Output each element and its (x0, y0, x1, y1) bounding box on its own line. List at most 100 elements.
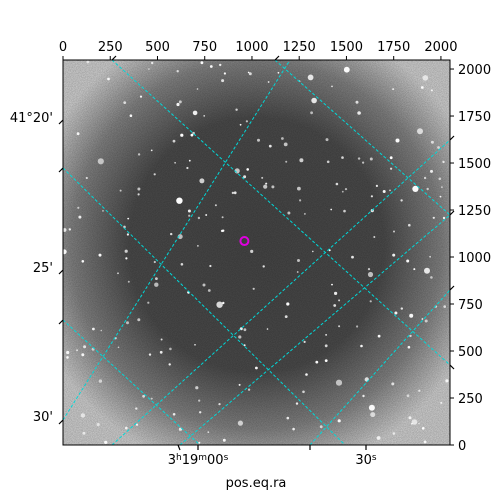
star (382, 190, 386, 193)
star (286, 416, 290, 420)
star (137, 187, 141, 191)
star (421, 427, 425, 430)
grid-line (274, 60, 450, 216)
star (390, 167, 393, 170)
right-tick-label: 1750 (458, 110, 491, 125)
star (393, 230, 395, 233)
world-tick (449, 210, 455, 216)
star (369, 157, 373, 161)
star (177, 234, 183, 240)
star (392, 88, 395, 91)
star (429, 255, 431, 258)
right-tick-label: 250 (458, 392, 483, 407)
star (198, 399, 201, 402)
star (370, 412, 376, 418)
star (440, 401, 443, 404)
star (407, 345, 411, 349)
star (96, 422, 100, 427)
star (262, 265, 265, 268)
top-tick-label: 500 (145, 40, 170, 55)
world-ticks (58, 55, 455, 451)
star (155, 277, 158, 280)
star (83, 345, 87, 349)
star (299, 199, 302, 202)
star (168, 363, 171, 366)
star (248, 72, 252, 76)
star (205, 214, 208, 216)
star (125, 426, 128, 430)
star (362, 161, 365, 164)
star (326, 160, 330, 164)
star (102, 210, 104, 212)
star (281, 137, 284, 140)
star (80, 413, 86, 418)
star (392, 253, 396, 257)
star (147, 301, 150, 304)
world-tick (58, 269, 64, 275)
world-tick (274, 55, 280, 61)
star (420, 86, 424, 89)
star (389, 189, 391, 192)
star (369, 300, 372, 303)
star (432, 216, 435, 219)
star (176, 70, 179, 73)
star (247, 388, 251, 391)
star (207, 431, 210, 434)
star (124, 249, 128, 253)
star (341, 190, 344, 193)
star (98, 253, 102, 257)
star (392, 432, 396, 435)
right-tick-label: 1000 (458, 251, 491, 266)
star (413, 268, 416, 271)
star (209, 65, 213, 68)
star (216, 301, 223, 308)
star (319, 425, 323, 429)
dec-tick-label: 30' (33, 410, 53, 425)
star (325, 334, 327, 336)
star (412, 185, 419, 192)
star (307, 74, 314, 81)
top-pixel-axis: 0 250 500 750 1000 1250 1500 1750 2000 (59, 40, 457, 60)
star (286, 302, 290, 306)
star (81, 353, 85, 357)
star (129, 114, 133, 117)
star (237, 420, 243, 426)
world-tick (58, 319, 64, 325)
star (180, 263, 184, 266)
star (68, 228, 72, 231)
star (277, 71, 280, 74)
star (344, 188, 348, 191)
star (178, 100, 182, 104)
star (438, 177, 442, 181)
star (338, 299, 341, 302)
dec-tick-label: 41°20' (10, 111, 53, 126)
star (188, 214, 191, 217)
star (172, 413, 176, 416)
star (430, 89, 433, 92)
star (297, 259, 300, 262)
star (180, 133, 184, 137)
star (246, 168, 249, 171)
star (333, 304, 337, 307)
star (81, 260, 85, 263)
star (400, 307, 403, 310)
world-tick (449, 285, 455, 291)
star (305, 373, 308, 376)
star (343, 66, 350, 73)
world-tick (58, 419, 64, 425)
star (202, 283, 206, 287)
star (268, 144, 272, 148)
star (430, 169, 433, 173)
star (117, 272, 119, 275)
star (126, 321, 129, 325)
star (137, 153, 141, 156)
star (222, 301, 225, 305)
star (197, 216, 201, 220)
star (92, 327, 95, 331)
star (196, 88, 199, 90)
star (142, 394, 146, 398)
star (424, 267, 430, 274)
star (257, 138, 260, 142)
star (408, 223, 411, 227)
star (214, 204, 217, 207)
